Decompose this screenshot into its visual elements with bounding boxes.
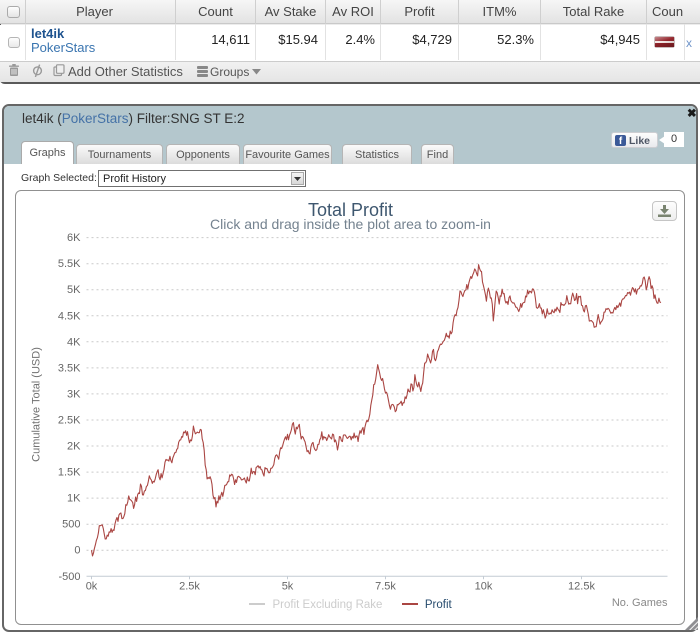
svg-text:500: 500	[62, 518, 80, 530]
svg-text:2K: 2K	[67, 440, 81, 452]
svg-text:1.5K: 1.5K	[57, 466, 80, 478]
svg-text:3.5K: 3.5K	[57, 362, 80, 374]
svg-text:2.5K: 2.5K	[57, 414, 80, 426]
svg-text:4.5K: 4.5K	[57, 310, 80, 322]
svg-text:10k: 10k	[474, 580, 492, 592]
svg-text:-500: -500	[58, 570, 80, 582]
svg-text:0: 0	[74, 544, 80, 556]
svg-text:6K: 6K	[67, 232, 81, 244]
svg-text:3K: 3K	[67, 388, 81, 400]
svg-text:1K: 1K	[67, 492, 81, 504]
svg-text:2.5k: 2.5k	[179, 580, 200, 592]
svg-text:5k: 5k	[281, 580, 293, 592]
svg-text:7.5k: 7.5k	[375, 580, 396, 592]
svg-text:0k: 0k	[85, 580, 97, 592]
svg-text:5K: 5K	[67, 284, 81, 296]
svg-text:5.5K: 5.5K	[57, 258, 80, 270]
svg-text:12.5k: 12.5k	[568, 580, 595, 592]
svg-text:Cumulative Total (USD): Cumulative Total (USD)	[30, 347, 42, 462]
svg-text:4K: 4K	[67, 336, 81, 348]
